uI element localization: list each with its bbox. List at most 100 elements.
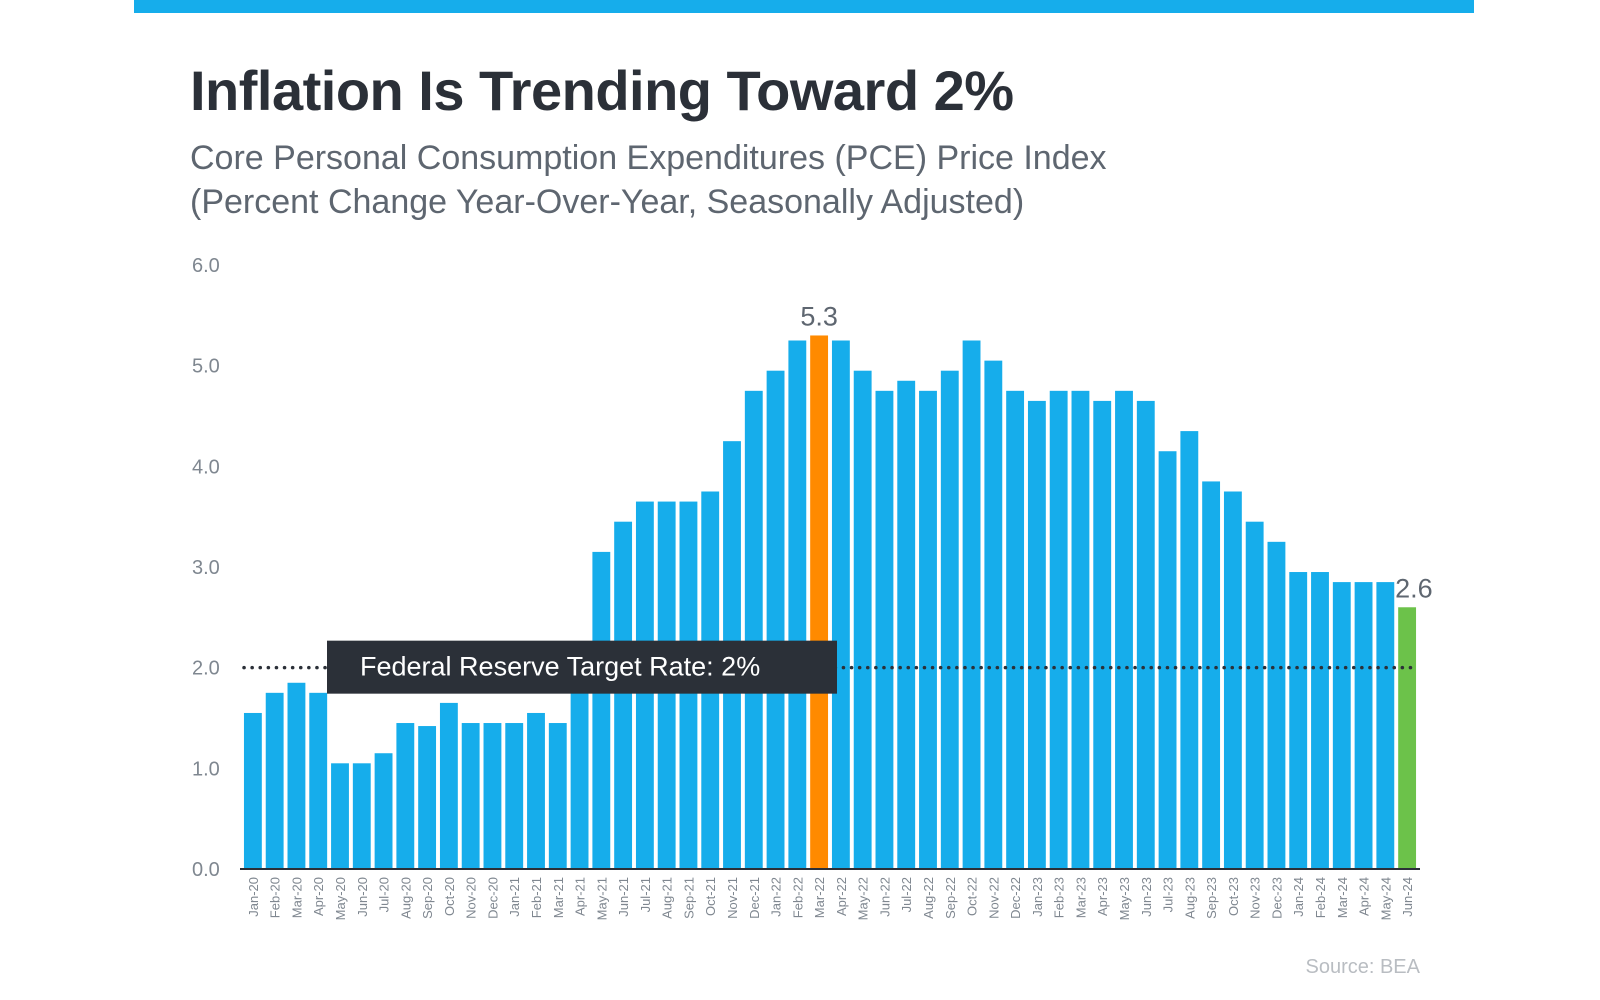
x-tick-label: Jun-22 (877, 877, 892, 917)
x-tick-label: May-21 (594, 877, 609, 920)
x-tick-label: Dec-22 (1008, 877, 1023, 919)
x-tick-label: Nov-20 (464, 877, 479, 919)
bar (788, 340, 807, 869)
data-label: 2.6 (1395, 573, 1433, 603)
bar (1093, 400, 1112, 869)
bar (570, 667, 589, 869)
bar (1180, 431, 1199, 869)
x-tick-label: Jul-23 (1161, 877, 1176, 912)
x-tick-label: Oct-23 (1226, 877, 1241, 916)
x-tick-label: Dec-20 (485, 877, 500, 919)
bar (287, 682, 306, 869)
bar (1332, 582, 1351, 869)
x-tick-label: Apr-20 (311, 877, 326, 916)
y-tick-label: 1.0 (192, 758, 220, 780)
bar (1158, 451, 1177, 869)
x-tick-label: Mar-21 (551, 877, 566, 918)
x-tick-label: Dec-23 (1269, 877, 1284, 919)
bar (1267, 541, 1286, 869)
bar (919, 390, 937, 869)
bar (984, 360, 1003, 869)
x-tick-label: Jan-23 (1030, 877, 1045, 917)
x-tick-label: Jan-22 (769, 877, 784, 917)
bar (614, 521, 633, 869)
x-tick-label: Mar-23 (1073, 877, 1088, 918)
x-tick-label: Aug-22 (921, 877, 936, 919)
x-tick-label: Dec-21 (747, 877, 762, 919)
bar (1202, 481, 1221, 869)
bar (897, 380, 916, 869)
x-tick-label: May-20 (333, 877, 348, 920)
x-tick-label: Feb-22 (790, 877, 805, 918)
x-tick-label: Apr-24 (1357, 877, 1372, 916)
bar (548, 723, 567, 869)
x-tick-label: May-23 (1117, 877, 1132, 920)
x-tick-label: Mar-22 (812, 877, 827, 918)
x-tick-label: Nov-22 (986, 877, 1001, 919)
top-accent-bar (134, 0, 1474, 13)
bar (243, 712, 262, 869)
x-tick-label: Jun-23 (1139, 877, 1154, 917)
x-tick-label: Jan-21 (507, 877, 522, 917)
x-tick-label: Jun-24 (1400, 877, 1415, 917)
x-tick-label: May-24 (1378, 877, 1393, 920)
bar (396, 723, 415, 869)
x-tick-label: Feb-24 (1313, 877, 1328, 918)
y-tick-label: 5.0 (192, 356, 220, 378)
bar (331, 763, 349, 869)
x-tick-label: Jun-20 (355, 877, 370, 917)
bar (505, 723, 524, 869)
x-tick-label: Jun-21 (616, 877, 631, 917)
y-tick-label: 4.0 (192, 456, 220, 478)
y-tick-label: 2.0 (192, 658, 220, 680)
x-tick-label: Apr-22 (834, 877, 849, 916)
bar (1136, 400, 1155, 869)
bar (1311, 572, 1329, 869)
x-tick-label: Aug-23 (1182, 877, 1197, 919)
y-tick-label: 3.0 (192, 557, 220, 579)
bar (766, 370, 785, 869)
subtitle-line-2: (Percent Change Year-Over-Year, Seasonal… (190, 183, 1025, 221)
bar (483, 723, 502, 869)
bar (1027, 400, 1046, 869)
bar (875, 390, 894, 869)
x-tick-label: Apr-21 (573, 877, 588, 916)
bar (439, 702, 458, 869)
bar (265, 692, 284, 869)
bar (1354, 582, 1373, 869)
bar (810, 335, 829, 870)
bar (744, 390, 763, 869)
x-tick-label: Nov-23 (1248, 877, 1263, 919)
bar (527, 712, 545, 869)
x-tick-label: Oct-21 (703, 877, 718, 916)
x-tick-label: Feb-21 (529, 877, 544, 918)
bar (831, 340, 850, 869)
x-tick-label: Oct-20 (442, 877, 457, 916)
chart-subtitle: Core Personal Consumption Expenditures (… (190, 136, 1107, 224)
bar (1398, 607, 1417, 869)
x-tick-label: Sep-21 (681, 877, 696, 919)
bar (309, 692, 328, 869)
x-tick-label: Sep-20 (420, 877, 435, 919)
x-tick-label: Jan-20 (246, 877, 261, 917)
x-tick-label: Jul-20 (377, 877, 392, 912)
data-label: 5.3 (800, 301, 838, 331)
bar (461, 723, 480, 869)
bar (374, 753, 393, 869)
bar (1006, 390, 1025, 869)
x-tick-label: Mar-20 (289, 877, 304, 918)
y-tick-label: 0.0 (192, 859, 220, 881)
x-tick-label: May-22 (856, 877, 871, 920)
bar (1376, 582, 1395, 869)
x-tick-label: Oct-22 (965, 877, 980, 916)
x-tick-label: Feb-20 (268, 877, 283, 918)
bar (962, 340, 981, 869)
subtitle-line-1: Core Personal Consumption Expenditures (… (190, 139, 1107, 177)
bar (352, 763, 371, 869)
chart-title: Inflation Is Trending Toward 2% (190, 59, 1014, 122)
bar (1115, 390, 1133, 869)
bar (1289, 572, 1308, 869)
bar (1245, 521, 1264, 869)
bar (940, 370, 959, 869)
